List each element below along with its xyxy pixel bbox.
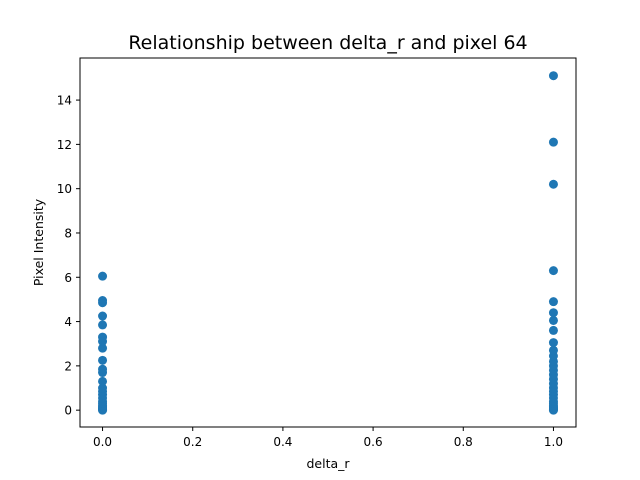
data-point bbox=[98, 343, 108, 353]
data-point bbox=[548, 297, 558, 307]
data-point bbox=[548, 325, 558, 335]
data-point bbox=[548, 315, 558, 325]
data-point bbox=[548, 179, 558, 189]
x-axis-label: delta_r bbox=[306, 456, 350, 471]
data-point bbox=[98, 320, 108, 330]
y-tick-label: 10 bbox=[57, 182, 72, 196]
data-point bbox=[98, 332, 108, 342]
x-tick-label: 0.0 bbox=[93, 435, 112, 449]
data-point bbox=[548, 338, 558, 348]
data-point bbox=[98, 311, 108, 321]
y-tick-label: 6 bbox=[64, 271, 72, 285]
x-tick-label: 1.0 bbox=[544, 435, 563, 449]
y-axis-ticks: 0 2 4 6 8 10 12 14 bbox=[57, 94, 80, 418]
x-axis-ticks: 0.0 0.2 0.4 0.6 0.8 1.0 bbox=[93, 427, 563, 449]
chart-title: Relationship between delta_r and pixel 6… bbox=[128, 32, 527, 54]
data-point bbox=[548, 137, 558, 147]
data-point bbox=[548, 345, 558, 355]
plot-area-frame bbox=[79, 57, 577, 428]
y-tick-label: 0 bbox=[64, 404, 72, 418]
y-tick-label: 4 bbox=[64, 315, 72, 329]
y-tick-label: 14 bbox=[57, 94, 72, 108]
data-point bbox=[98, 383, 108, 393]
data-point bbox=[98, 355, 108, 365]
data-points bbox=[98, 71, 558, 415]
y-tick-label: 12 bbox=[57, 138, 72, 152]
x-tick-label: 0.4 bbox=[273, 435, 292, 449]
x-tick-label: 0.6 bbox=[364, 435, 383, 449]
data-point bbox=[548, 266, 558, 276]
data-point bbox=[98, 271, 108, 281]
y-tick-label: 8 bbox=[64, 226, 72, 240]
data-point bbox=[548, 71, 558, 81]
data-point bbox=[98, 296, 108, 306]
data-point bbox=[98, 376, 108, 386]
x-tick-label: 0.2 bbox=[183, 435, 202, 449]
data-point bbox=[548, 308, 558, 318]
x-tick-label: 0.8 bbox=[454, 435, 473, 449]
y-tick-label: 2 bbox=[64, 359, 72, 373]
data-point bbox=[98, 364, 108, 374]
y-axis-label: Pixel Intensity bbox=[31, 198, 46, 286]
